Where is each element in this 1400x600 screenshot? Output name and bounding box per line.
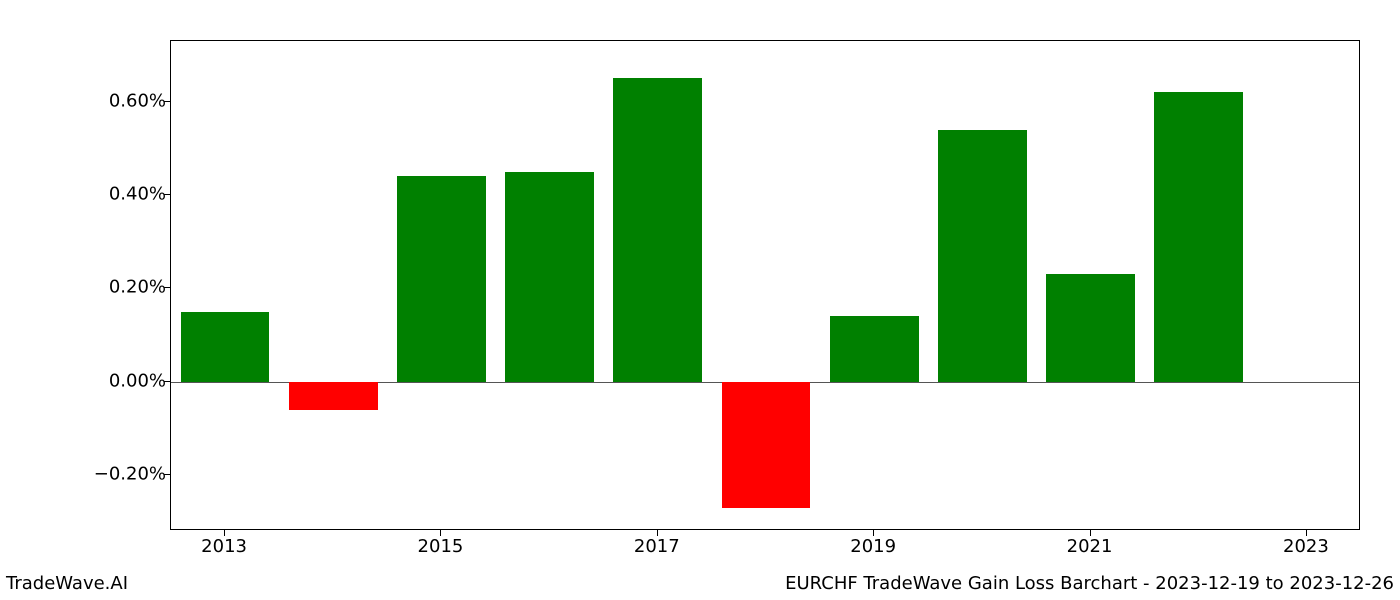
y-tick-mark xyxy=(164,194,170,195)
x-tick-mark xyxy=(873,530,874,536)
x-tick-label: 2023 xyxy=(1283,536,1329,557)
x-tick-label: 2015 xyxy=(418,536,464,557)
x-tick-label: 2013 xyxy=(201,536,247,557)
y-tick-label: 0.00% xyxy=(66,370,166,391)
x-tick-mark xyxy=(1306,530,1307,536)
bar xyxy=(181,312,270,382)
bar xyxy=(722,382,811,508)
x-tick-mark xyxy=(224,530,225,536)
bar xyxy=(1154,92,1243,381)
x-tick-label: 2021 xyxy=(1067,536,1113,557)
y-tick-mark xyxy=(164,381,170,382)
y-tick-mark xyxy=(164,101,170,102)
y-tick-label: 0.40% xyxy=(66,184,166,205)
x-tick-mark xyxy=(657,530,658,536)
x-tick-mark xyxy=(440,530,441,536)
bar xyxy=(505,172,594,382)
bar xyxy=(938,130,1027,382)
bar xyxy=(397,176,486,381)
bar xyxy=(830,316,919,381)
bar xyxy=(1046,274,1135,381)
y-tick-label: 0.60% xyxy=(66,90,166,111)
x-tick-label: 2019 xyxy=(850,536,896,557)
bar xyxy=(289,382,378,410)
footer-brand: TradeWave.AI xyxy=(6,573,128,594)
bar xyxy=(613,78,702,381)
y-tick-mark xyxy=(164,474,170,475)
y-tick-mark xyxy=(164,287,170,288)
y-tick-label: −0.20% xyxy=(66,464,166,485)
x-tick-mark xyxy=(1090,530,1091,536)
chart-plot-area xyxy=(170,40,1360,530)
x-tick-label: 2017 xyxy=(634,536,680,557)
footer-caption: EURCHF TradeWave Gain Loss Barchart - 20… xyxy=(785,573,1394,594)
y-tick-label: 0.20% xyxy=(66,277,166,298)
